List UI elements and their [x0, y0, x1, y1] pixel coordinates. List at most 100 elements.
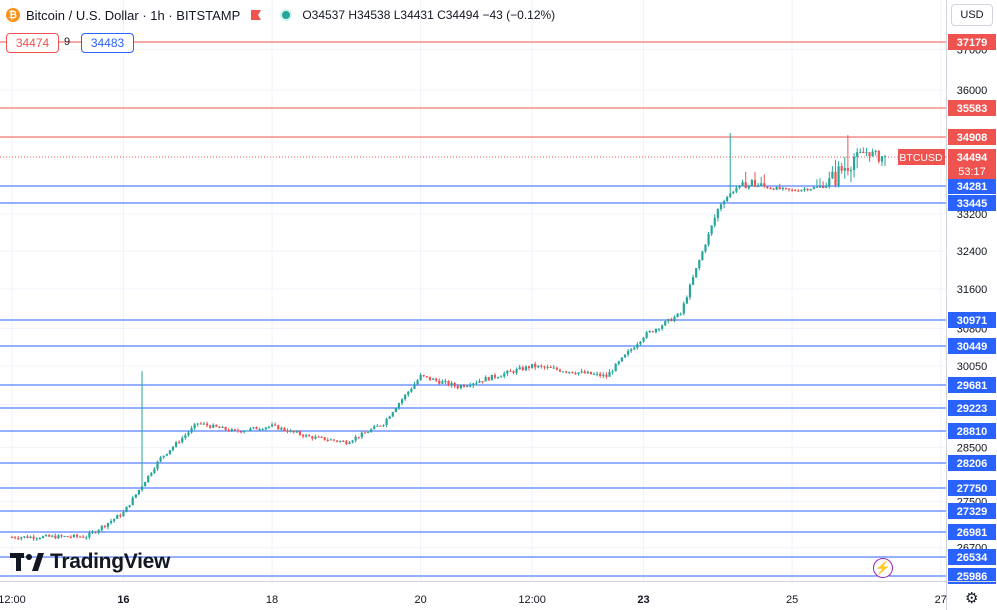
candle-body — [698, 260, 701, 269]
candle-body — [370, 429, 373, 433]
candle-body — [165, 453, 168, 456]
candle-body — [589, 371, 593, 375]
last-price-label: 34494 — [957, 152, 988, 164]
candle-body — [657, 328, 661, 330]
time-tick-label: 12:00 — [518, 594, 546, 606]
candle-body — [202, 423, 206, 425]
candle-body — [311, 436, 314, 439]
sell-button[interactable]: 34474 — [6, 33, 59, 53]
chart-grid — [0, 0, 946, 581]
candle-body — [586, 371, 589, 374]
lightning-icon[interactable]: ⚡ — [873, 558, 893, 578]
candle-body — [763, 183, 766, 187]
candle-body — [388, 416, 391, 419]
candle-body — [171, 446, 175, 451]
candle-body — [645, 332, 648, 338]
candle-body — [295, 431, 298, 433]
candle-body — [747, 186, 750, 189]
candle-body — [131, 497, 134, 506]
candle-body — [620, 357, 623, 362]
candle-body — [376, 425, 379, 427]
candle-body — [837, 166, 840, 186]
candle-body — [704, 244, 707, 252]
resistance-level-label: 35583 — [957, 103, 988, 115]
candle-body — [57, 535, 60, 539]
candle-body — [555, 367, 558, 370]
candle-body — [178, 442, 181, 444]
buy-button[interactable]: 34483 — [81, 33, 134, 53]
candle-body — [60, 535, 63, 537]
candle-body — [339, 440, 342, 442]
candle-body — [230, 429, 233, 432]
candle-body — [363, 432, 367, 434]
candle-body — [422, 375, 425, 377]
candle-body — [856, 152, 859, 157]
candle-body — [103, 525, 106, 527]
candle-body — [193, 424, 196, 429]
flag-icon[interactable] — [250, 10, 262, 20]
candle-body — [348, 442, 351, 444]
candle-body — [209, 425, 212, 428]
candle-body — [614, 363, 617, 372]
symbol-tag — [898, 149, 945, 165]
candle-body — [419, 375, 422, 381]
candle-body — [26, 536, 29, 539]
candle-body — [106, 523, 110, 527]
candle-body — [462, 385, 466, 387]
candle-body — [456, 386, 459, 389]
candle-body — [561, 371, 565, 373]
bitcoin-icon: ₿ — [6, 8, 20, 22]
symbol-title[interactable]: Bitcoin / U.S. Dollar · 1h · BITSTAMP — [26, 7, 241, 23]
candle-body — [286, 430, 289, 432]
currency-button[interactable]: USD — [951, 4, 993, 26]
candle-body — [744, 182, 747, 189]
gear-icon[interactable]: ⚙ — [965, 590, 979, 607]
time-axis: 12:00 16 18 20 12:00 23 25 27 — [0, 581, 997, 610]
candle-body — [626, 351, 630, 355]
candle-body — [159, 457, 162, 462]
candle-body — [354, 436, 357, 441]
candle-body — [487, 377, 490, 381]
time-tick-label: 20 — [415, 594, 427, 606]
candle-body — [109, 520, 113, 524]
candle-body — [630, 349, 633, 352]
candle-body — [772, 188, 775, 190]
resistance-level-label: 37179 — [957, 37, 988, 49]
candle-body — [125, 506, 128, 513]
candle-body — [459, 385, 462, 389]
status-dot-icon — [280, 9, 293, 21]
candle-body — [63, 536, 66, 538]
candle-body — [239, 431, 243, 433]
resistance-level-label: 34908 — [957, 132, 988, 144]
price-tick-label: 33200 — [957, 209, 988, 221]
candle-body — [506, 370, 509, 374]
candle-body — [147, 475, 150, 483]
candle-body — [100, 525, 103, 531]
time-tick-label: 12:00 — [0, 594, 26, 606]
candle-body — [766, 186, 769, 189]
candle-body — [738, 185, 741, 188]
candle-body — [509, 370, 512, 372]
price-tick-label: 28500 — [957, 442, 988, 454]
candle-body — [274, 424, 277, 426]
support-level-tag — [948, 549, 996, 565]
support-level-label: 29223 — [957, 403, 988, 415]
support-level-tag — [948, 455, 996, 471]
resistance-level-tag — [948, 34, 996, 50]
candle-body — [750, 180, 754, 187]
candle-body — [791, 189, 794, 191]
candle-body — [113, 518, 116, 521]
support-level-tag — [948, 568, 996, 584]
candle-body — [558, 369, 562, 372]
ohlc-readout: O34537 H34538 L34431 C34494 −43 (−0.12%) — [302, 8, 556, 22]
tradingview-logo[interactable]: TradingView — [10, 550, 170, 574]
candle-body — [617, 361, 620, 364]
candle-body — [280, 427, 283, 430]
candle-body — [181, 437, 184, 443]
candle-body — [48, 534, 51, 537]
candle-body — [196, 423, 199, 425]
candle-body — [224, 426, 227, 430]
candle-body — [94, 531, 97, 533]
candle-body — [29, 536, 32, 539]
